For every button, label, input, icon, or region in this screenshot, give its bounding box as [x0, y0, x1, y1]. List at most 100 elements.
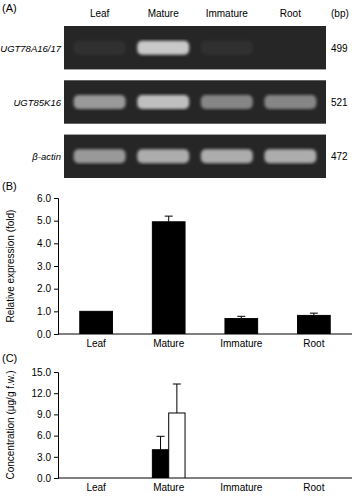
- gel-row: [64, 80, 326, 123]
- gene-label: UGT85K16: [13, 97, 61, 108]
- bar: [152, 450, 168, 478]
- bar: [298, 478, 314, 479]
- x-tick: Mature: [153, 478, 185, 493]
- error-bar: [165, 216, 173, 222]
- x-tick-label: Leaf: [86, 482, 106, 493]
- x-tick: Root: [303, 334, 324, 349]
- error-stem: [176, 384, 177, 413]
- x-tick-label: Root: [303, 482, 324, 493]
- size-label: 472: [331, 151, 348, 162]
- y-tick: 12.0: [32, 388, 58, 399]
- x-tick-label: Immature: [220, 338, 263, 349]
- y-axis-title: Concentration (μg/g f.w.): [5, 370, 16, 479]
- y-tick: 3.0: [37, 452, 58, 463]
- size-label: 499: [331, 43, 348, 54]
- y-tick-mark: [54, 372, 58, 373]
- y-tick-label: 9.0: [37, 409, 51, 420]
- y-axis: 0.0 3.0 6.0 9.0 12.0 15.0: [32, 367, 59, 484]
- y-tick-label: 2.0: [37, 283, 51, 294]
- gel-band: [74, 41, 126, 55]
- y-tick: 4.0: [37, 238, 58, 249]
- gel-band: [201, 95, 253, 109]
- gel-band: [74, 95, 126, 109]
- figure: (A) Leaf Mature Immature Root (bp) UGT78A16/17…: [0, 0, 362, 500]
- y-axis-line: [54, 199, 59, 335]
- y-tick-mark: [54, 436, 58, 437]
- bar: [241, 478, 257, 479]
- bar: [80, 478, 96, 479]
- lane-label: Root: [280, 8, 301, 19]
- y-tick-mark: [54, 393, 58, 394]
- gel-band: [137, 95, 189, 109]
- y-tick: 1.0: [37, 306, 58, 317]
- y-tick-mark: [54, 334, 58, 335]
- y-tick: 0.0: [37, 473, 58, 484]
- error-cap: [310, 313, 318, 314]
- x-tick: Mature: [153, 334, 185, 349]
- y-tick-label: 4.0: [37, 238, 51, 249]
- gel-band: [201, 149, 253, 163]
- gene-label: UGT78A16/17: [0, 43, 61, 54]
- gel-band: [264, 95, 316, 109]
- gel-band: [137, 149, 189, 163]
- error-cap: [165, 216, 173, 217]
- gel-band: [74, 149, 126, 163]
- y-axis-line: [54, 373, 59, 479]
- gene-label: β-actin: [31, 151, 61, 162]
- y-tick-label: 15.0: [32, 367, 52, 378]
- gel-row: [64, 26, 326, 69]
- error-bar: [173, 384, 181, 413]
- y-tick: 0.0: [37, 329, 58, 340]
- plot-area: [152, 384, 185, 478]
- lane-label: Mature: [148, 8, 180, 19]
- y-tick-mark: [54, 289, 58, 290]
- y-tick-mark: [54, 243, 58, 244]
- error-bar: [237, 316, 245, 318]
- x-tick: Immature: [220, 334, 263, 349]
- panel-label: (C): [2, 352, 17, 364]
- y-tick-label: 12.0: [32, 388, 52, 399]
- bar: [80, 311, 113, 334]
- y-tick: 15.0: [32, 367, 58, 378]
- error-bar: [310, 313, 318, 315]
- x-tick-label: Mature: [153, 338, 185, 349]
- y-tick-label: 3.0: [37, 261, 51, 272]
- gel-band: [264, 149, 316, 163]
- x-tick-label: Leaf: [86, 338, 106, 349]
- x-axis-line: [58, 478, 352, 479]
- plot-area: [80, 216, 330, 334]
- y-tick-mark: [54, 221, 58, 222]
- y-tick-mark: [54, 198, 58, 199]
- y-tick-label: 1.0: [37, 306, 51, 317]
- y-tick-label: 5.0: [37, 215, 51, 226]
- x-tick: Root: [303, 478, 324, 493]
- panel-label: (A): [2, 2, 17, 14]
- error-cap: [173, 384, 181, 385]
- y-tick: 6.0: [37, 430, 58, 441]
- x-axis: Leaf Mature Immature Root: [58, 334, 352, 349]
- bar: [314, 478, 330, 479]
- size-unit: (bp): [331, 8, 349, 19]
- gel-row: [64, 135, 326, 178]
- x-tick-label: Root: [303, 338, 324, 349]
- error-cap: [157, 436, 165, 437]
- y-tick-label: 6.0: [37, 430, 51, 441]
- bar: [298, 315, 331, 334]
- y-tick-label: 6.0: [37, 193, 51, 204]
- lane-label: Immature: [206, 8, 249, 19]
- error-cap: [237, 316, 245, 317]
- x-tick-label: Immature: [220, 482, 263, 493]
- y-tick-mark: [54, 311, 58, 312]
- y-tick: 5.0: [37, 215, 58, 226]
- y-tick-mark: [54, 478, 58, 479]
- size-label: 521: [331, 97, 348, 108]
- error-bar: [157, 436, 165, 449]
- y-tick-mark: [54, 266, 58, 267]
- y-tick-label: 0.0: [37, 329, 51, 340]
- error-stem: [168, 216, 169, 222]
- bar: [225, 478, 241, 479]
- x-tick: Leaf: [86, 334, 106, 349]
- error-stem: [160, 436, 161, 449]
- y-tick-label: 0.0: [37, 473, 51, 484]
- x-tick: Leaf: [86, 478, 106, 493]
